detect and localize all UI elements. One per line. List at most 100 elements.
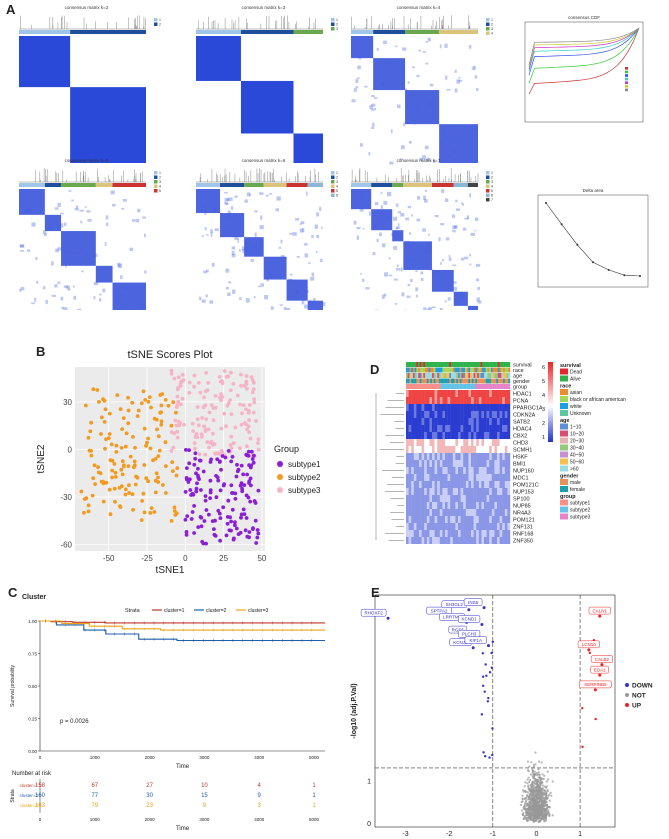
annotation-cell — [496, 384, 499, 389]
tsne-point — [123, 444, 128, 449]
heatmap-cell — [413, 537, 417, 544]
heatmap-cell — [447, 397, 451, 404]
consensus-speckle — [54, 284, 58, 288]
heatmap-cell — [432, 446, 435, 453]
point-label: SH3GL2 — [446, 602, 464, 607]
not-significant-point — [540, 813, 543, 816]
heatmap-cell — [473, 488, 477, 495]
annotation-cell — [473, 373, 476, 378]
consensus-speckle — [371, 95, 375, 98]
heatmap-cell — [406, 467, 409, 474]
heatmap-cell — [442, 516, 446, 523]
consensus-speckle — [210, 232, 213, 238]
not-significant-point — [545, 785, 548, 788]
consensus-speckle — [228, 281, 232, 284]
heatmap-cell — [499, 411, 503, 418]
not-significant-point — [545, 801, 548, 804]
matrix-legend-label: 4 — [491, 185, 493, 189]
annotation-cell — [484, 378, 486, 384]
annotation-cell — [464, 362, 467, 367]
not-significant-point — [527, 784, 530, 787]
color-scale-tick: 4 — [542, 393, 545, 399]
tsne-point — [226, 498, 231, 503]
consensus-speckle — [224, 191, 228, 194]
annotation-cell — [406, 378, 408, 384]
heatmap-cell — [486, 488, 490, 495]
heatmap-cell — [491, 488, 495, 495]
tsne-point — [161, 483, 165, 487]
annotation-cell — [456, 384, 459, 389]
heatmap-cell — [481, 460, 485, 467]
risk-value: 1 — [312, 783, 316, 789]
x-tick-label: 4000 — [254, 755, 265, 760]
not-significant-point — [530, 810, 533, 813]
consensus-block — [220, 213, 245, 238]
heatmap-cell — [471, 425, 474, 432]
heatmap-cell — [437, 460, 440, 467]
heatmap-cell — [445, 481, 448, 488]
matrix-legend-label: 5 — [159, 189, 161, 193]
down-point — [491, 640, 495, 644]
heatmap-cell — [473, 453, 477, 460]
heatmap-cell — [458, 418, 461, 425]
heatmap-cell — [476, 481, 479, 488]
tsne-point — [196, 423, 201, 428]
annotation-cell — [480, 362, 483, 367]
annotation-cell — [418, 367, 421, 373]
consensus-speckle — [396, 264, 399, 268]
heatmap-cell — [413, 474, 417, 481]
legend-marker — [625, 703, 629, 707]
not-significant-point — [533, 770, 536, 773]
heatmap-cell — [419, 474, 422, 481]
annotation-cell — [458, 373, 460, 378]
heatmap-cell — [460, 418, 464, 425]
heatmap-cell — [484, 432, 487, 439]
heatmap-cell — [463, 537, 466, 544]
consensus-speckle — [474, 75, 478, 79]
annotation-cell — [463, 362, 466, 367]
not-significant-point — [526, 782, 529, 785]
not-significant-point — [534, 819, 538, 822]
consensus-speckle — [372, 122, 375, 127]
heatmap-cell — [497, 439, 500, 446]
heatmap-cell — [465, 390, 469, 397]
consensus-speckle — [371, 103, 376, 107]
tsne-point — [156, 475, 160, 480]
risk-value: 77 — [91, 793, 98, 799]
tsne-point — [239, 372, 243, 377]
heatmap-cell — [429, 460, 433, 467]
consensus-speckle — [143, 233, 146, 238]
tsne-point — [196, 525, 201, 529]
matrix-legend-label: 6 — [491, 194, 493, 198]
heatmap-cell — [458, 488, 461, 495]
heatmap-cell — [465, 453, 469, 460]
heatmap-cell — [450, 537, 453, 544]
heatmap-cell — [507, 418, 511, 425]
heatmap-cell — [489, 481, 492, 488]
heatmap-cell — [408, 495, 412, 502]
annotation-cell — [419, 378, 422, 384]
annotation-cell — [435, 384, 438, 389]
not-significant-point — [538, 786, 541, 789]
heatmap-cell — [411, 537, 414, 544]
heatmap-cell — [489, 439, 492, 446]
consensus-speckle — [407, 205, 412, 209]
heatmap-cell — [455, 537, 459, 544]
heatmap-cell — [445, 516, 448, 523]
y-axis-label: Survival probability — [10, 665, 16, 707]
heatmap-cell — [421, 460, 425, 467]
point-label: RHOXF2 — [364, 610, 383, 615]
not-significant-point — [535, 814, 538, 817]
annotation-cell — [468, 367, 471, 373]
heatmap-cell — [465, 516, 469, 523]
tsne-point — [220, 395, 225, 399]
legend-item-label: 50~60 — [570, 460, 584, 466]
heatmap-cell — [424, 432, 427, 439]
heatmap-cell — [494, 425, 498, 432]
annotation-cell — [478, 367, 481, 373]
cdf-title: consensus CDF — [568, 15, 600, 20]
tsne-point — [224, 424, 228, 429]
annotation-cell — [423, 362, 426, 367]
annotation-cell — [428, 378, 431, 384]
not-significant-point — [528, 801, 531, 804]
